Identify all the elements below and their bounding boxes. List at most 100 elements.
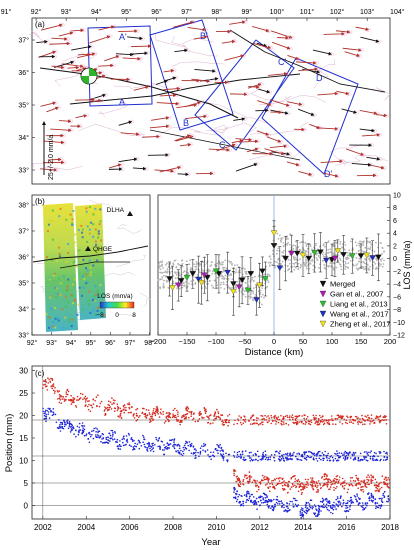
insar-profile-point [165,279,168,282]
timeseries-point [319,487,322,490]
timeseries-point [356,478,359,481]
timeseries-point [301,454,304,457]
timeseries-point [380,420,382,422]
insar-profile-point [345,256,348,259]
insar-profile-point [375,241,377,244]
timeseries-point [215,417,217,420]
timeseries-point [143,436,145,439]
timeseries-point [290,486,293,488]
timeseries-point [119,445,121,447]
timeseries-point [117,447,119,450]
timeseries-point [59,430,62,432]
insar-profile-point [328,251,330,254]
timeseries-point [85,404,87,406]
velocity-vector [287,101,303,106]
timeseries-point [234,470,237,472]
timeseries-point [188,449,190,452]
insar-profile-point [294,245,297,247]
timeseries-point [248,493,250,495]
timeseries-point [198,412,200,415]
timeseries-point [338,501,340,504]
timeseries-point [175,416,177,419]
velocity-vector [246,147,259,153]
timeseries-point [273,453,276,456]
timeseries-point [233,491,235,494]
timeseries-point [306,481,308,483]
timeseries-point [113,438,116,440]
timeseries-point [324,478,327,480]
timeseries-point [146,414,149,416]
timeseries-point [315,457,318,460]
insar-profile-point [294,261,297,264]
timeseries-point [149,419,152,421]
timeseries-point [359,482,361,484]
timeseries-point [224,419,227,422]
timeseries-point [325,506,328,509]
timeseries-point [111,429,114,432]
timeseries-point [234,496,237,499]
timeseries-point [82,427,84,429]
timeseries-point [77,433,80,436]
insar-profile-point [310,260,312,262]
insar-profile-point [327,265,330,268]
timeseries-point [236,453,239,456]
timeseries-point [382,416,385,419]
x-tick-label: 2018 [381,523,399,532]
timeseries-point [283,506,285,509]
insar-pixel [97,230,100,233]
timeseries-point [197,420,199,422]
timeseries-point [149,413,151,416]
insar-profile-point [261,303,263,306]
velocity-vector [51,37,68,41]
timeseries-point [248,451,251,454]
timeseries-point [387,500,389,503]
data-point-5 [299,252,307,259]
timeseries-point [81,422,84,424]
timeseries-point [289,453,291,456]
timeseries-point [269,456,272,458]
timeseries-point [219,444,221,446]
insar-profile-point [250,296,252,298]
timeseries-point [165,417,168,419]
insar-profile-point [193,263,195,266]
velocity-vector [221,39,236,44]
timeseries-point [164,420,167,423]
timeseries-point [383,495,386,498]
data-point-3 [212,268,220,275]
timeseries-point [348,452,350,454]
timeseries-point [299,510,302,513]
insar-pixel [65,305,68,308]
timeseries-point [356,417,359,420]
timeseries-point [363,508,366,511]
timeseries-point [201,416,203,419]
timeseries-point [365,416,368,418]
timeseries-point [369,451,371,454]
velocity-vector [235,163,258,172]
velocity-vector [264,148,285,156]
timeseries-point [168,415,170,418]
timeseries-point [249,495,251,498]
timeseries-point [267,477,269,480]
data-point-2 [235,284,243,291]
timeseries-point [284,415,287,418]
insar-pixel [96,309,99,312]
x-tick-label: 0 [272,337,276,346]
timeseries-point [119,407,122,410]
timeseries-point [303,452,305,454]
timeseries-point [218,416,220,419]
timeseries-point [346,506,349,509]
timeseries-point [245,474,248,477]
insar-profile-point [305,265,308,268]
timeseries-point [152,410,155,412]
velocity-vector [59,119,72,123]
timeseries-point [386,456,389,459]
legend-symbol [319,290,327,298]
velocity-vector [77,52,96,59]
timeseries-point [168,420,170,422]
timeseries-point [368,497,370,500]
timeseries-point [299,512,302,514]
timeseries-point [242,422,245,425]
timeseries-point [167,418,169,421]
